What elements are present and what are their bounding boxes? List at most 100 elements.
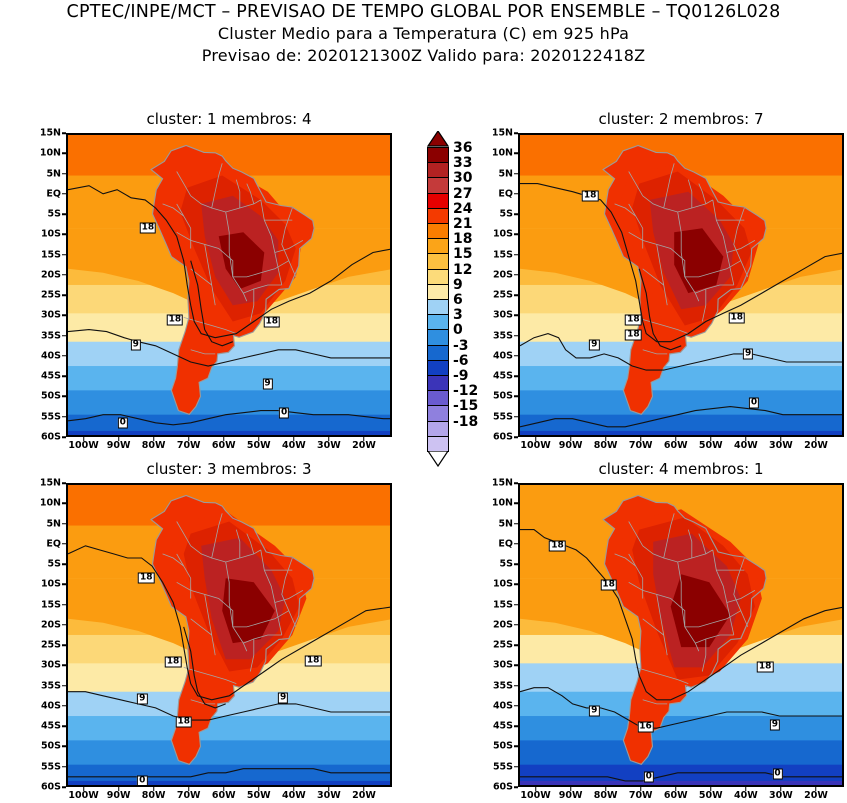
x-axis-tick-mark	[222, 437, 225, 441]
x-axis-tick-label: 90W	[106, 790, 131, 801]
y-axis-tick-label: 60S	[492, 431, 513, 443]
x-axis-tick-mark	[293, 787, 295, 791]
contour-label: 9	[130, 339, 141, 351]
y-axis-tick-mark	[514, 765, 518, 768]
contour-label: 0	[772, 768, 783, 780]
header-line-1: CPTEC/INPE/MCT – PREVISAO DE TEMPO GLOBA…	[66, 2, 781, 22]
contour-label: 18	[304, 655, 322, 667]
x-axis-tick-label: 80W	[141, 790, 166, 801]
y-axis-tick-mark	[514, 334, 518, 337]
y-axis-tick-mark	[62, 563, 66, 565]
x-axis-tick-label: 30W	[769, 440, 793, 451]
colorbar-swatch	[427, 344, 449, 361]
y-axis-tick-mark	[514, 745, 518, 748]
y-axis-tick-mark	[62, 684, 66, 687]
colorbar-swatch	[427, 375, 449, 392]
x-axis-tick-label: 80W	[593, 790, 618, 801]
colorbar-swatch	[427, 238, 449, 255]
colorbar-swatch	[427, 359, 449, 376]
map-panel-cluster-3: cluster: 3 membros: 3 18 18 18 9 9 18 0 15N 10N 5N…	[40, 460, 392, 800]
y-axis-tick-label: 40S	[40, 350, 61, 362]
y-axis-tick-label: 35S	[492, 329, 513, 341]
colorbar-swatch	[427, 390, 449, 407]
x-axis-tick-label: 20W	[352, 440, 376, 451]
y-axis-tick-label: EQ	[46, 188, 61, 200]
y-axis-tick-mark	[62, 375, 66, 377]
x-axis-tick-mark	[780, 787, 782, 791]
y-axis-tick-mark	[514, 415, 518, 418]
colorbar-swatch	[427, 207, 449, 224]
y-axis-tick-label: 5N	[498, 167, 513, 179]
colorbar-tick-label: 36	[453, 140, 473, 156]
panel-title: cluster: 2 membros: 7	[598, 110, 764, 128]
x-axis-tick-label: 40W	[281, 790, 306, 801]
y-axis-tick-label: 30S	[492, 309, 513, 321]
y-axis-tick-mark	[62, 583, 66, 586]
panel-title: cluster: 3 membros: 3	[146, 460, 312, 478]
x-axis-tick-label: 50W	[698, 790, 723, 801]
map-plot-area: 18 18 18 9 9 18 0	[66, 483, 392, 787]
y-axis-tick-label: 15N	[491, 127, 513, 139]
colorbar-swatch	[427, 405, 449, 422]
colorbar-swatch	[427, 147, 449, 164]
y-axis-tick-mark	[62, 132, 66, 134]
y-axis-tick-mark	[514, 583, 518, 586]
y-axis-tick-label: 60S	[40, 431, 61, 443]
x-axis-tick-mark	[222, 787, 225, 791]
contour-label: 16	[637, 721, 654, 733]
colorbar-swatch	[427, 177, 449, 194]
x-axis-tick-label: 50W	[698, 440, 723, 451]
x-axis-tick-label: 50W	[246, 440, 271, 451]
y-axis-tick-label: 50S	[40, 390, 61, 402]
x-axis-tick-label: 70W	[628, 440, 653, 451]
y-axis-tick-label: 15S	[40, 248, 61, 260]
x-axis-tick-label: 60W	[211, 790, 236, 801]
x-axis-tick-label: 70W	[176, 440, 201, 451]
y-axis-tick-label: 35S	[40, 329, 61, 341]
y-axis-tick-mark	[514, 543, 518, 545]
contour-label: 9	[278, 692, 289, 704]
y-axis-tick-mark	[514, 274, 518, 276]
contour-label: 18	[625, 329, 642, 341]
x-axis-tick-mark	[710, 437, 712, 441]
colorbar-tick-label: 15	[453, 246, 473, 263]
y-axis-tick-label: 5S	[499, 558, 513, 570]
y-axis-tick-label: EQ	[498, 538, 513, 550]
contour-label: 9	[262, 378, 273, 390]
panel-title: cluster: 1 membros: 4	[146, 110, 312, 128]
x-axis-tick-mark	[293, 437, 295, 441]
x-axis-tick-label: 50W	[246, 790, 271, 801]
contour-label: 18	[139, 222, 157, 234]
x-axis-tick-mark	[258, 787, 260, 791]
contour-label: 18	[166, 314, 184, 326]
y-axis-tick-mark	[62, 482, 66, 484]
x-axis-tick-label: 100W	[520, 440, 551, 451]
y-axis-tick-mark	[514, 132, 518, 134]
x-axis-tick-label: 70W	[628, 790, 653, 801]
x-axis-tick-mark	[604, 787, 607, 791]
x-axis-tick-mark	[745, 787, 747, 791]
y-axis-tick-mark	[62, 294, 66, 296]
y-axis-tick-mark	[62, 172, 66, 175]
x-axis-tick-mark	[639, 787, 642, 791]
y-axis-tick-label: 10N	[491, 147, 513, 159]
colorbar-tick-label: -18	[453, 413, 479, 430]
y-axis-tick-mark	[62, 334, 66, 337]
x-axis-tick-label: 30W	[317, 440, 341, 451]
y-axis-tick-label: 10S	[492, 228, 513, 240]
y-axis-tick-mark	[514, 725, 518, 727]
y-axis-tick-label: EQ	[498, 188, 513, 200]
contour-label: 0	[117, 417, 128, 429]
y-axis-tick-label: 35S	[40, 679, 61, 691]
contour-label: 18	[581, 190, 599, 202]
y-axis-tick-mark	[62, 193, 66, 195]
colorbar-swatch	[427, 223, 449, 240]
map-plot-area: 18 18 18 9 9 0 0	[66, 133, 392, 437]
y-axis-tick-label: 45S	[40, 720, 61, 732]
y-axis-tick-mark	[62, 522, 66, 525]
x-axis-tick-label: 70W	[176, 790, 201, 801]
y-axis-tick-mark	[62, 786, 66, 788]
y-axis-tick-mark	[514, 786, 518, 788]
y-axis-tick-label: 5S	[47, 208, 61, 220]
y-axis-tick-mark	[62, 415, 66, 418]
